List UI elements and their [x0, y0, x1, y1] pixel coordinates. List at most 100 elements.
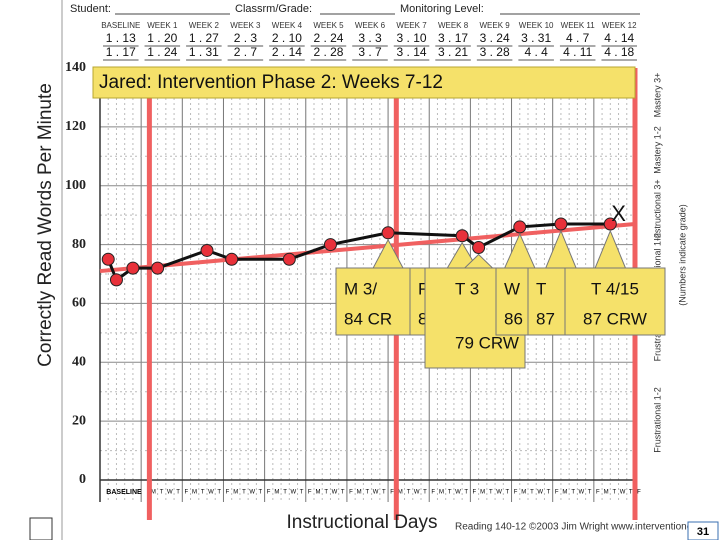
day-letter: W: [496, 490, 502, 496]
side-label: Instructional 1-2: [652, 233, 662, 297]
day-letter: F: [308, 490, 312, 496]
baseline-label: BASELINE: [106, 489, 142, 496]
callout-text: W: [504, 279, 520, 298]
callout-box: [564, 267, 666, 336]
day-letter: W: [167, 490, 173, 496]
y-tick-label: 140: [65, 60, 86, 75]
day-letter: F: [267, 490, 271, 496]
week-label: WEEK 7: [396, 21, 427, 30]
week-start: 3 . 10: [397, 31, 427, 45]
week-label: WEEK 9: [479, 21, 510, 30]
side-label: Mastery 3+: [652, 73, 662, 118]
callout-text: T 3: [455, 279, 479, 298]
day-letter: F: [390, 490, 394, 496]
week-start: 3 . 31: [521, 31, 551, 45]
y-tick-label: 60: [72, 296, 86, 311]
day-letter: F: [184, 490, 188, 496]
day-letter: W: [537, 490, 543, 496]
day-letter: T: [612, 490, 616, 496]
aimline: [99, 221, 636, 274]
corner-box: [29, 517, 53, 540]
data-point: [151, 261, 165, 275]
day-letter: M: [233, 490, 238, 496]
day-letter: M: [357, 490, 362, 496]
week-end: 3 . 28: [480, 45, 510, 59]
data-point: [381, 226, 395, 240]
day-letter: W: [414, 490, 420, 496]
callout-text: 87: [536, 309, 555, 328]
y-tick-label: 80: [72, 237, 86, 252]
data-point: [225, 252, 239, 266]
day-letter: T: [300, 490, 304, 496]
day-letter: W: [290, 490, 296, 496]
day-letter: T: [448, 490, 452, 496]
data-point: [554, 217, 568, 231]
day-letter: T: [588, 490, 592, 496]
side-label: (Numbers indicate grade): [677, 204, 687, 306]
day-letter: T: [259, 490, 263, 496]
callout-text: 84 CR: [344, 309, 392, 328]
day-letter: T: [547, 490, 551, 496]
day-letter: M: [439, 490, 444, 496]
week-label: WEEK 2: [189, 21, 220, 30]
week-label: WEEK 5: [313, 21, 344, 30]
day-letter: M: [151, 490, 156, 496]
day-letter: T: [629, 490, 633, 496]
data-point: [513, 220, 527, 234]
week-start: 3 . 17: [438, 31, 468, 45]
week-label: WEEK 4: [272, 21, 303, 30]
day-letter: W: [579, 490, 585, 496]
week-start: 2 . 10: [272, 31, 302, 45]
day-letter: F: [596, 490, 600, 496]
day-letter: W: [620, 490, 626, 496]
chart-title: Jared: Intervention Phase 2: Weeks 7-12: [99, 72, 443, 93]
week-start: 2 . 3: [234, 31, 258, 45]
day-letter: T: [505, 490, 509, 496]
goal-marker: X: [611, 201, 626, 226]
callout-text: T: [536, 279, 546, 298]
day-letter: M: [316, 490, 321, 496]
day-letter: M: [562, 490, 567, 496]
day-letter: T: [283, 490, 287, 496]
week-end: 1 . 17: [106, 45, 136, 59]
callout-text: 86: [504, 309, 523, 328]
week-end: 4 . 18: [604, 45, 634, 59]
day-letter: T: [382, 490, 386, 496]
week-end: 4 . 4: [524, 45, 548, 59]
week-start: 1 . 27: [189, 31, 219, 45]
footer: Reading 140-12 ©2003 Jim Wright www.inte…: [455, 522, 706, 533]
week-end: 4 . 11: [563, 45, 592, 59]
day-letter: T: [341, 490, 345, 496]
day-letter: F: [555, 490, 559, 496]
page-number: 31: [697, 526, 709, 538]
week-end: 2 . 14: [272, 45, 302, 59]
day-letter: F: [226, 490, 230, 496]
day-letter: F: [514, 490, 518, 496]
day-letter: W: [249, 490, 255, 496]
y-tick-label: 100: [65, 178, 86, 193]
side-label: Instructional 3+: [652, 179, 662, 240]
day-letter: M: [604, 490, 609, 496]
week-label: WEEK 12: [602, 21, 637, 30]
week-end: 2 . 7: [234, 45, 258, 59]
day-letter: T: [464, 490, 468, 496]
day-letter: T: [242, 490, 246, 496]
y-axis-label: Correctly Read Words Per Minute: [35, 83, 56, 367]
data-point: [200, 243, 214, 257]
day-letter: M: [521, 490, 526, 496]
day-letter: T: [407, 490, 411, 496]
day-letter: F: [473, 490, 477, 496]
data-point: [455, 229, 469, 243]
data-point: [282, 252, 296, 266]
y-tick-label: 40: [72, 355, 86, 370]
week-start: 2 . 24: [313, 31, 343, 45]
week-end: 1 . 24: [147, 45, 177, 59]
week-end: 3 . 21: [438, 45, 468, 59]
day-letter: T: [160, 490, 164, 496]
day-letter: T: [423, 490, 427, 496]
week-label: WEEK 10: [519, 21, 554, 30]
day-letter: T: [489, 490, 493, 496]
header-field: Monitoring Level:: [400, 3, 484, 15]
page-number-box: [687, 521, 719, 540]
